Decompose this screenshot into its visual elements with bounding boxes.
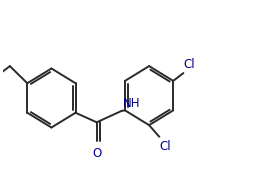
Text: Cl: Cl <box>158 140 170 153</box>
Text: Cl: Cl <box>182 58 194 71</box>
Text: NH: NH <box>122 97 140 110</box>
Text: O: O <box>92 147 101 160</box>
